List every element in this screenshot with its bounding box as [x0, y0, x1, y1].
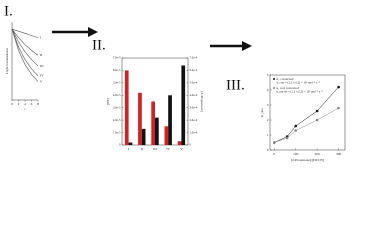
y-tick-label: 1.0e-5: [113, 130, 121, 134]
series-label: III: [40, 64, 44, 68]
fit-line: [274, 107, 339, 143]
legend-note: k_corr = (1.2 ± 0.2) × 10⁷ mol⁻¹ s⁻¹: [277, 81, 320, 85]
y2-tick-label: 0: [190, 143, 192, 147]
series-label: I: [40, 35, 42, 39]
point: [294, 124, 298, 128]
y-tick-label: 0: [267, 148, 269, 152]
y-tick-label: 0: [119, 143, 121, 147]
y2-tick-label: 2.0e-4: [190, 118, 198, 122]
arrow: [52, 27, 98, 37]
series-line: [11, 29, 39, 82]
bar: [177, 141, 182, 145]
y-tick-label: 5: [267, 73, 269, 77]
series-line: [11, 28, 39, 38]
y2-tick-label: 6.0e-4: [190, 68, 198, 72]
y-tick-label: 4.0e-5: [113, 93, 121, 97]
x-tick-label: 6: [31, 102, 33, 106]
arrow: [210, 41, 252, 51]
bar: [124, 70, 129, 145]
point: [337, 85, 340, 89]
x-axis-label: [2-Propanone]/[DCCN]: [291, 158, 324, 162]
x-axis-label: t: [25, 107, 26, 111]
fit-line: [274, 86, 339, 143]
y2-axis-label: [2-Propanone]: [200, 91, 204, 111]
y-tick-label: 5.0e-5: [113, 81, 121, 85]
plot-frame: [269, 74, 346, 151]
y2-tick-label: 4.0e-4: [190, 93, 198, 97]
series-line: [11, 28, 39, 67]
point: [315, 118, 319, 122]
point: [294, 129, 298, 132]
y-tick-label: 2: [267, 118, 269, 122]
y-tick-label: 6.0e-5: [113, 68, 121, 72]
y-tick-label: 2.0e-5: [113, 118, 121, 122]
legend-marker: [273, 87, 275, 89]
y2-tick-label: 5.0e-4: [190, 81, 198, 85]
y2-tick-label: 1.0e-4: [190, 130, 198, 134]
x-tick-label: V: [180, 147, 183, 151]
y-axis-label: Light transmission: [5, 48, 9, 74]
bar: [141, 128, 146, 145]
panel-label: I.: [4, 3, 13, 19]
y-tick-label: 3: [267, 103, 269, 107]
y2-tick-label: 7.0e-4: [190, 56, 198, 60]
x-tick-label: 8: [37, 102, 39, 106]
x-tick-label: IV: [166, 147, 170, 151]
panel-label: II.: [92, 37, 106, 53]
bar: [181, 65, 186, 145]
legend-label: k₁ not corrected: [277, 86, 299, 90]
y-tick-label: 3.0e-5: [113, 105, 121, 109]
point: [272, 141, 276, 144]
point: [285, 136, 289, 140]
y-tick-label: 1: [267, 133, 269, 137]
series-line: [11, 28, 39, 77]
legend-note: k_uncorr = (1.2 ± 0.2) × 10⁷ mol⁻¹ s⁻¹: [277, 90, 323, 94]
panel-label: III.: [226, 77, 245, 93]
bar: [138, 92, 142, 145]
x-tick-label: II: [141, 147, 144, 151]
point: [315, 109, 319, 113]
x-tick-label: III: [153, 147, 157, 151]
x-tick-label: 0: [273, 152, 275, 156]
bar: [151, 101, 155, 145]
x-tick-label: 300: [336, 152, 342, 156]
legend-marker: [273, 78, 275, 80]
x-tick-label: I: [128, 147, 130, 151]
point: [337, 106, 340, 110]
x-tick-label: 0: [11, 102, 13, 106]
y-axis-label: k_obs: [260, 108, 264, 117]
series-label: II: [40, 53, 43, 57]
legend-label: k₁ corrected: [277, 77, 294, 81]
x-tick-label: 4: [24, 102, 26, 106]
y-axis-label: [EE]: [106, 98, 110, 105]
x-tick-label: 2: [18, 102, 20, 106]
bar: [128, 142, 133, 145]
y-tick-label: 7.0e-5: [113, 56, 121, 60]
bar: [155, 117, 159, 145]
x-tick-label: 200: [315, 152, 321, 156]
x-tick-label: 100: [293, 152, 299, 156]
series-label: IV: [40, 74, 44, 78]
bar: [168, 95, 172, 145]
bar: [164, 126, 169, 145]
series-line: [11, 28, 39, 56]
y2-tick-label: 3.0e-4: [190, 105, 198, 109]
y-tick-label: 4: [267, 88, 269, 92]
series-label: V: [40, 79, 43, 83]
